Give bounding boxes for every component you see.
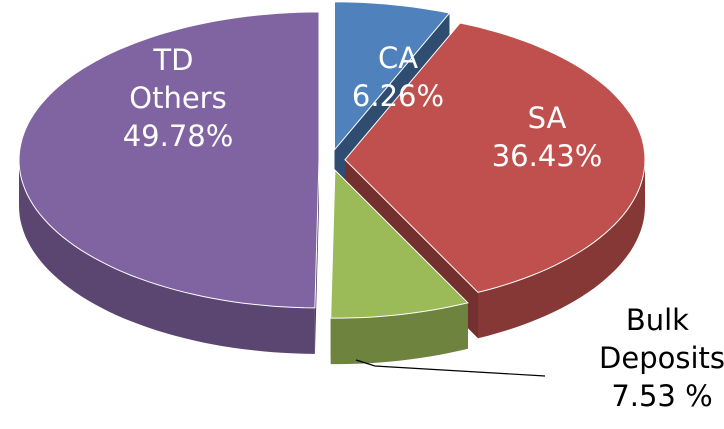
slice — [334, 1, 451, 152]
value-label: 6.26% — [352, 79, 444, 113]
leader-line — [355, 359, 546, 377]
value-label: 7.53 % — [611, 379, 712, 413]
value-label: 49.78% — [123, 119, 234, 153]
slice — [18, 11, 320, 309]
slice-label: TD Others — [129, 43, 226, 115]
labels: CA 6.26% SA 36.43% Bulk Deposits 7.53 % TD Oth… — [123, 41, 724, 413]
slice-label: CA — [378, 41, 418, 75]
pie-tops — [18, 1, 646, 319]
slice — [344, 22, 646, 293]
slice — [330, 168, 469, 319]
slice-wall — [478, 159, 645, 339]
slice-label: SA — [528, 101, 567, 135]
slice-wall — [19, 159, 315, 354]
value-label: 36.43% — [492, 139, 603, 173]
slice-wall — [330, 302, 468, 365]
slice-label: Bulk Deposits — [599, 303, 724, 375]
